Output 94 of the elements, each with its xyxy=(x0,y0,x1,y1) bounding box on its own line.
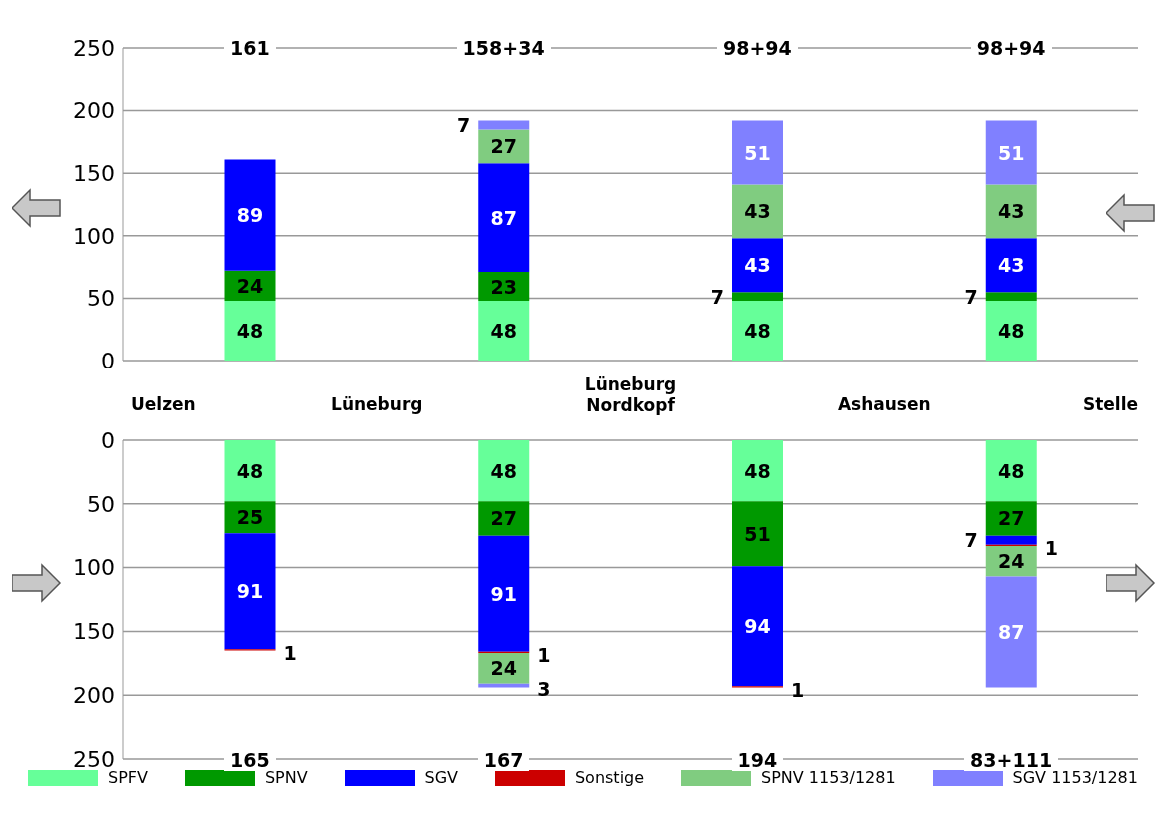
data-label: 48 xyxy=(490,459,517,482)
legend-label: SGV 1153/1281 xyxy=(1012,768,1138,787)
bar xyxy=(985,300,1037,361)
bar xyxy=(478,120,530,130)
data-label: 51 xyxy=(998,141,1025,164)
data-label: 3 xyxy=(537,677,551,700)
text: Lüneburg Nordkopf xyxy=(583,374,678,416)
y-tick-label: 150 xyxy=(73,161,115,187)
annotation: 167 xyxy=(477,749,530,771)
data-label: 48 xyxy=(744,459,771,482)
data-label: 43 xyxy=(744,200,771,223)
bar xyxy=(478,300,530,361)
bar xyxy=(478,683,530,688)
bar xyxy=(732,300,783,361)
data-label: 91 xyxy=(236,580,264,603)
legend-label: SPNV 1153/1281 xyxy=(761,768,896,787)
bar xyxy=(732,184,783,239)
data-label: 51 xyxy=(744,141,771,164)
bar xyxy=(732,501,783,567)
bar xyxy=(478,440,530,502)
data-label: 1 xyxy=(791,678,805,701)
bar xyxy=(985,238,1037,293)
bar xyxy=(478,501,530,536)
bar xyxy=(732,120,783,185)
text: Lüneburg xyxy=(330,394,424,415)
y-tick-label: 100 xyxy=(73,555,115,581)
bar xyxy=(985,440,1037,502)
y-tick-label: 200 xyxy=(73,98,115,124)
bar xyxy=(985,576,1037,688)
data-label: 24 xyxy=(490,657,517,680)
annotation: 165 xyxy=(224,749,276,771)
bar xyxy=(732,566,783,687)
bar xyxy=(985,292,1037,301)
data-label: 1 xyxy=(1044,537,1058,560)
text: Ashausen xyxy=(836,394,932,415)
y-tick-label: 50 xyxy=(87,286,115,312)
bar xyxy=(985,501,1037,536)
data-label: 51 xyxy=(744,522,771,545)
data-label: 7 xyxy=(710,285,724,308)
data-label: 27 xyxy=(490,507,517,530)
annotation: 194 xyxy=(731,749,784,771)
data-label: 94 xyxy=(744,615,771,638)
data-label: 89 xyxy=(236,204,264,227)
data-label: 43 xyxy=(998,254,1025,277)
y-tick-label: 150 xyxy=(73,619,115,645)
y-tick-label: 250 xyxy=(73,35,115,61)
y-tick-label: 100 xyxy=(73,223,115,249)
bar xyxy=(985,184,1037,239)
legend-label: SGV xyxy=(424,768,459,787)
bar xyxy=(224,440,276,502)
bar xyxy=(985,120,1037,185)
bar xyxy=(224,300,276,361)
bar xyxy=(732,440,783,502)
data-label: 43 xyxy=(744,254,771,277)
data-label: 7 xyxy=(964,285,978,308)
data-label: 87 xyxy=(998,621,1025,644)
bar xyxy=(732,238,783,293)
text: Uelzen xyxy=(131,394,197,415)
data-label: 7 xyxy=(457,114,471,136)
annotation: 98+94 xyxy=(716,37,798,59)
data-label: 7 xyxy=(964,529,978,552)
data-label: 1 xyxy=(283,641,297,664)
y-tick-label: 0 xyxy=(101,427,115,453)
data-label: 48 xyxy=(490,319,517,342)
data-label: 48 xyxy=(998,459,1025,482)
data-label: 48 xyxy=(236,459,264,482)
annotation: 98+94 xyxy=(970,37,1052,59)
data-label: 25 xyxy=(236,506,264,529)
data-label: 87 xyxy=(490,206,517,229)
data-label: 24 xyxy=(236,274,264,297)
y-tick-label: 50 xyxy=(87,491,115,517)
bar xyxy=(224,533,276,650)
y-tick-label: 200 xyxy=(73,683,115,709)
annotation: 158+34 xyxy=(456,37,551,59)
text: Stelle xyxy=(1081,394,1138,415)
data-label: 48 xyxy=(744,319,771,342)
data-label: 48 xyxy=(998,319,1025,342)
bar xyxy=(478,535,530,652)
bar xyxy=(732,292,783,301)
data-label: 48 xyxy=(236,319,264,342)
data-label: 23 xyxy=(490,275,517,298)
data-label: 1 xyxy=(537,644,551,667)
bar xyxy=(478,163,530,273)
data-label: 27 xyxy=(490,135,517,158)
data-label: 43 xyxy=(998,200,1025,223)
data-label: 24 xyxy=(998,550,1025,573)
bar xyxy=(224,159,276,271)
annotation: 161 xyxy=(224,37,276,59)
legend-label: Sonstige xyxy=(574,768,645,787)
data-label: 91 xyxy=(490,582,517,605)
annotation: 83+111 xyxy=(964,749,1059,771)
legend-label: SPNV xyxy=(264,768,308,787)
data-label: 27 xyxy=(998,507,1025,530)
bar xyxy=(985,535,1037,545)
